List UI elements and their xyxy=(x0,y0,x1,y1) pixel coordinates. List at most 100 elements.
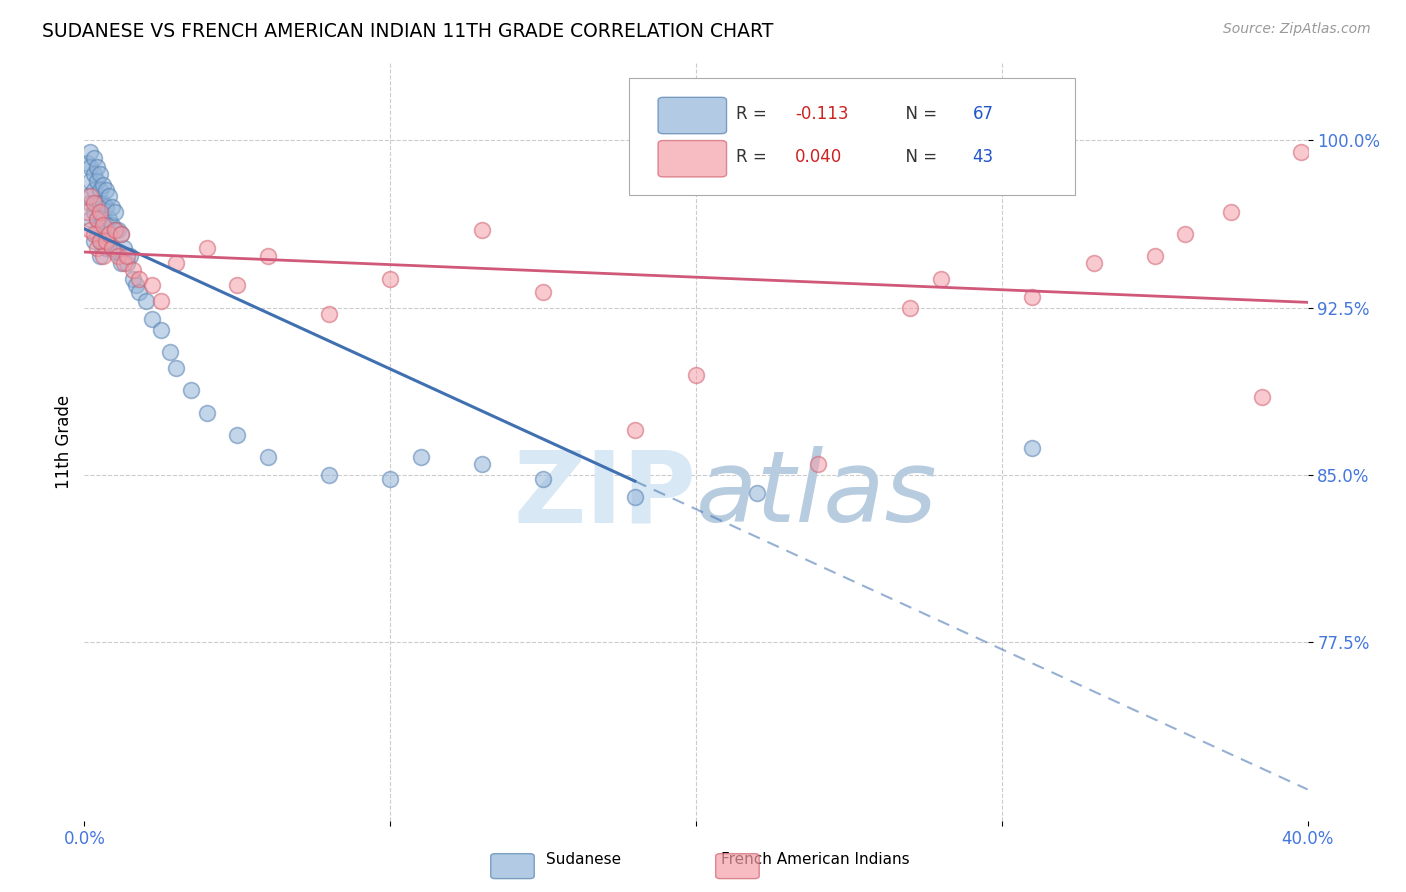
Point xyxy=(104,244,127,259)
Point xyxy=(101,218,124,232)
Point xyxy=(94,234,117,248)
Text: -0.113: -0.113 xyxy=(794,105,849,123)
Point xyxy=(685,368,707,382)
Y-axis label: 11th Grade: 11th Grade xyxy=(55,394,73,489)
Point xyxy=(101,200,124,214)
Point xyxy=(122,262,145,277)
Point xyxy=(79,222,101,236)
Point xyxy=(86,160,108,174)
Point xyxy=(83,182,105,196)
Text: atlas: atlas xyxy=(696,446,938,543)
Point xyxy=(97,227,120,241)
Point xyxy=(91,178,114,192)
Point xyxy=(91,234,114,248)
Point xyxy=(76,155,98,169)
Point xyxy=(89,249,111,263)
Point xyxy=(380,271,402,285)
Point xyxy=(624,490,647,504)
Point xyxy=(101,240,124,254)
Point xyxy=(112,240,135,254)
Point xyxy=(110,227,132,241)
Point xyxy=(86,211,108,226)
Point xyxy=(91,249,114,263)
Point xyxy=(149,293,172,308)
Point xyxy=(257,249,280,263)
Point xyxy=(97,189,120,203)
Point xyxy=(83,227,105,241)
Text: 67: 67 xyxy=(973,105,994,123)
Point xyxy=(107,249,129,263)
Text: R =: R = xyxy=(737,105,772,123)
Point xyxy=(94,182,117,196)
Point xyxy=(94,240,117,254)
Point xyxy=(531,472,554,486)
Point xyxy=(101,240,124,254)
Point xyxy=(1291,145,1313,159)
Point xyxy=(125,278,148,293)
Point xyxy=(104,222,127,236)
Point xyxy=(110,227,132,241)
Text: Source: ZipAtlas.com: Source: ZipAtlas.com xyxy=(1223,22,1371,37)
Point xyxy=(94,218,117,232)
Text: SUDANESE VS FRENCH AMERICAN INDIAN 11TH GRADE CORRELATION CHART: SUDANESE VS FRENCH AMERICAN INDIAN 11TH … xyxy=(42,22,773,41)
Point xyxy=(79,195,101,210)
Point xyxy=(79,189,101,203)
Point xyxy=(149,323,172,337)
Point xyxy=(89,204,111,219)
FancyBboxPatch shape xyxy=(658,141,727,177)
Point xyxy=(97,227,120,241)
Point xyxy=(112,256,135,270)
Point xyxy=(159,345,181,359)
Point xyxy=(83,234,105,248)
Point xyxy=(380,472,402,486)
Point xyxy=(86,211,108,226)
Text: ZIP: ZIP xyxy=(513,446,696,543)
Point xyxy=(929,271,952,285)
Point xyxy=(226,278,249,293)
Text: N =: N = xyxy=(896,105,943,123)
Point xyxy=(471,222,494,236)
Point xyxy=(91,195,114,210)
Point xyxy=(79,145,101,159)
Point xyxy=(898,301,921,315)
Point xyxy=(76,189,98,203)
Point xyxy=(79,173,101,187)
Point xyxy=(83,167,105,181)
Point xyxy=(115,249,138,263)
Text: Sudanese: Sudanese xyxy=(546,852,621,867)
Point xyxy=(89,218,111,232)
Point xyxy=(318,467,340,482)
Point xyxy=(1083,256,1105,270)
Point xyxy=(94,200,117,214)
Point xyxy=(226,427,249,442)
Text: N =: N = xyxy=(896,148,943,166)
Point xyxy=(97,211,120,226)
Point xyxy=(89,167,111,181)
Point xyxy=(115,256,138,270)
Point xyxy=(86,227,108,241)
Point xyxy=(89,195,111,210)
Point xyxy=(89,234,111,248)
Point xyxy=(471,457,494,471)
Point xyxy=(86,240,108,254)
Point xyxy=(83,204,105,219)
Point xyxy=(141,278,163,293)
FancyBboxPatch shape xyxy=(628,78,1076,195)
Point xyxy=(89,234,111,248)
Point xyxy=(531,285,554,299)
Point xyxy=(257,450,280,464)
Point xyxy=(409,450,432,464)
Point xyxy=(120,249,142,263)
Point xyxy=(1250,390,1272,404)
Point xyxy=(747,485,769,500)
Point xyxy=(128,271,150,285)
Point xyxy=(195,240,218,254)
Point xyxy=(128,285,150,299)
Point xyxy=(107,222,129,236)
Point xyxy=(76,204,98,219)
Point xyxy=(135,293,157,308)
Point xyxy=(91,211,114,226)
Point xyxy=(104,204,127,219)
Point xyxy=(624,423,647,437)
Point xyxy=(122,271,145,285)
